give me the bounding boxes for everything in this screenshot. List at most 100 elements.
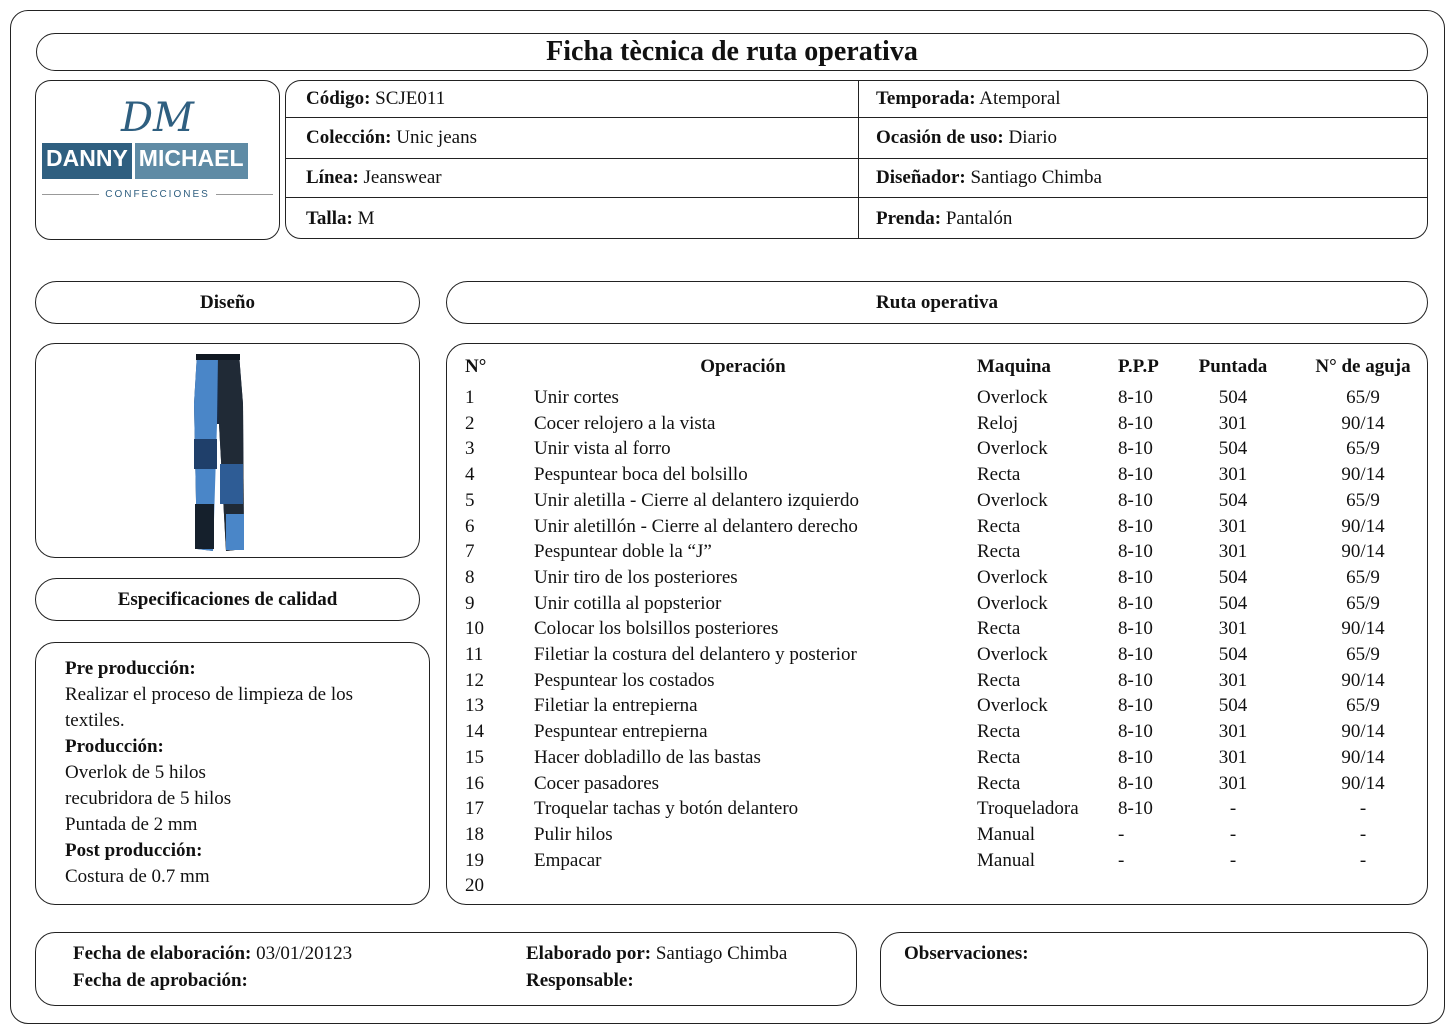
quality-line: Overlok de 5 hilos bbox=[65, 762, 206, 783]
table-cell: Recta bbox=[977, 618, 1021, 640]
table-cell: - bbox=[1118, 849, 1125, 871]
row-divider bbox=[286, 117, 1427, 118]
table-cell: Manual bbox=[977, 849, 1036, 871]
table-cell: 11 bbox=[465, 644, 484, 665]
table-cell: 65/9 bbox=[1346, 592, 1380, 614]
table-cell: 13 bbox=[465, 695, 484, 717]
table-cell: 8-10 bbox=[1118, 464, 1153, 486]
table-cell: Unir aletillón - Cierre al delantero der… bbox=[534, 515, 858, 537]
table-cell: 65/9 bbox=[1346, 695, 1380, 717]
table-cell: Cocer pasadores bbox=[534, 772, 660, 794]
table-cell: - bbox=[1229, 798, 1237, 820]
table-cell: 65/9 bbox=[1346, 489, 1380, 511]
table-cell: Filetiar la costura del delantero y post… bbox=[534, 644, 857, 665]
table-header: Puntada bbox=[1198, 356, 1268, 377]
table-cell: 301 bbox=[1218, 746, 1248, 768]
table-cell: Overlock bbox=[977, 489, 1048, 511]
table-cell: 301 bbox=[1218, 618, 1248, 640]
info-field-label: Talla: bbox=[306, 207, 353, 229]
table-cell: Manual bbox=[977, 823, 1036, 845]
table-cell: 8-10 bbox=[1118, 798, 1153, 820]
table-header: Operación bbox=[700, 356, 786, 377]
table-cell: 301 bbox=[1218, 541, 1248, 563]
title: Ficha tècnica de ruta operativa bbox=[36, 33, 1428, 71]
row-divider bbox=[286, 158, 1427, 159]
table-cell: 8-10 bbox=[1118, 772, 1153, 794]
footer-box: Fecha de elaboración: 03/01/20123 Fecha d… bbox=[35, 932, 857, 1006]
table-cell: 8-10 bbox=[1118, 515, 1153, 537]
table-cell: 8-10 bbox=[1118, 721, 1153, 743]
table-cell: - bbox=[1229, 823, 1237, 845]
logo-name-second: MICHAEL bbox=[134, 143, 248, 179]
table-cell: 8-10 bbox=[1118, 669, 1153, 691]
table-header: N° bbox=[465, 356, 487, 377]
info-field: Temporada: Atemporal bbox=[876, 88, 1061, 110]
footer-field-label: Fecha de elaboración: bbox=[73, 943, 252, 964]
table-cell: 10 bbox=[465, 618, 484, 640]
page-frame bbox=[10, 10, 1445, 1024]
info-field-value: SCJE011 bbox=[375, 88, 446, 109]
logo-subtitle: CONFECCIONES bbox=[105, 189, 210, 200]
info-field-label: Ocasión de uso: bbox=[876, 126, 1004, 148]
footer-field-label: Responsable: bbox=[526, 970, 634, 991]
table-cell: 504 bbox=[1218, 644, 1248, 665]
logo-subtitle-row: CONFECCIONES bbox=[42, 189, 273, 200]
table-cell: 9 bbox=[465, 592, 475, 614]
table-cell: 90/14 bbox=[1341, 618, 1385, 640]
logo-name-first: DANNY bbox=[42, 143, 132, 179]
info-field: Ocasión de uso: Diario bbox=[876, 127, 1057, 149]
section-quality: Especificaciones de calidad bbox=[35, 578, 420, 621]
info-field-label: Colección: bbox=[306, 126, 392, 148]
table-cell: 2 bbox=[465, 412, 475, 434]
table-cell: Reloj bbox=[977, 412, 1019, 434]
table-cell: Pespuntear los costados bbox=[534, 669, 715, 691]
table-cell: 90/14 bbox=[1341, 721, 1385, 743]
footer-field-label: Fecha de aprobación: bbox=[73, 970, 248, 991]
table-cell: Unir cortes bbox=[534, 387, 619, 408]
table-cell: 18 bbox=[465, 823, 484, 845]
table-header: P.P.P bbox=[1118, 356, 1159, 377]
table-cell: 8 bbox=[465, 566, 475, 588]
table-header: Maquina bbox=[977, 356, 1051, 377]
footer-field: Fecha de elaboración: 03/01/20123 bbox=[73, 943, 352, 965]
table-cell: Unir tiro de los posteriores bbox=[534, 566, 738, 588]
table-cell: Cocer relojero a la vista bbox=[534, 412, 716, 434]
table-cell: Troqueladora bbox=[977, 798, 1079, 820]
table-cell: 4 bbox=[465, 464, 475, 486]
observations-box: Observaciones: bbox=[880, 932, 1428, 1006]
table-cell: Pulir hilos bbox=[534, 823, 613, 845]
footer-field-value: Santiago Chimba bbox=[655, 943, 788, 964]
info-field: Colección: Unic jeans bbox=[306, 127, 477, 149]
table-cell: 8-10 bbox=[1118, 541, 1153, 563]
table-cell: - bbox=[1359, 798, 1367, 820]
table-cell: Hacer dobladillo de las bastas bbox=[534, 746, 761, 768]
table-cell: 17 bbox=[465, 798, 484, 820]
quality-line: Puntada de 2 mm bbox=[65, 814, 198, 835]
quality-line: Costura de 0.7 mm bbox=[65, 866, 210, 887]
table-cell: Troquelar tachas y botón delantero bbox=[534, 798, 799, 820]
table-cell: Overlock bbox=[977, 695, 1048, 717]
table-cell: 14 bbox=[465, 721, 484, 743]
table-cell: 8-10 bbox=[1118, 746, 1153, 768]
table-cell: 90/14 bbox=[1341, 464, 1385, 486]
quality-heading: Producción: bbox=[65, 736, 164, 757]
table-cell: 90/14 bbox=[1341, 669, 1385, 691]
table-cell: Overlock bbox=[977, 592, 1048, 614]
info-field-label: Diseñador: bbox=[876, 166, 966, 188]
table-cell: Recta bbox=[977, 746, 1021, 768]
quality-box bbox=[35, 642, 430, 905]
quality-list: Pre producción: Realizar el proceso de li… bbox=[65, 656, 405, 890]
footer-field: Fecha de aprobación: bbox=[73, 970, 248, 992]
footer-field-label: Elaborado por: bbox=[526, 943, 652, 964]
table-cell: 301 bbox=[1218, 772, 1248, 794]
table-cell: Recta bbox=[977, 515, 1021, 537]
table-cell: 65/9 bbox=[1346, 387, 1380, 408]
table-cell: Pespuntear entrepierna bbox=[534, 721, 708, 743]
column-divider bbox=[858, 81, 859, 238]
table-cell: Recta bbox=[977, 772, 1021, 794]
table-cell: 7 bbox=[465, 541, 475, 563]
table-cell: 90/14 bbox=[1341, 515, 1385, 537]
table-cell: 301 bbox=[1218, 669, 1248, 691]
info-field-label: Prenda: bbox=[876, 207, 942, 229]
